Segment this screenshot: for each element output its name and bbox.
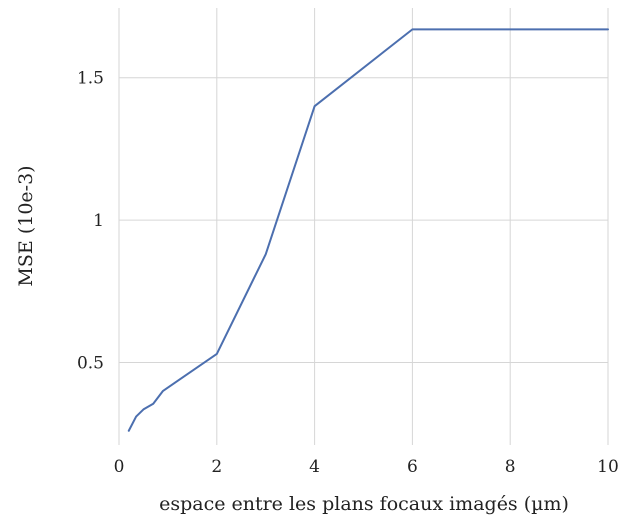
series-layer — [127, 28, 609, 432]
y-tick-label: 1.5 — [77, 69, 104, 89]
x-tick-label: 6 — [407, 457, 418, 477]
data-series-line — [127, 28, 609, 432]
y-gridlines — [119, 77, 608, 363]
y-tick-label: 0.5 — [77, 353, 104, 373]
x-axis-title: espace entre les plans focaux imagés (µm… — [159, 493, 569, 515]
y-tick-label: 1 — [93, 211, 104, 231]
y-tick-labels: 0.5 1 1.5 — [77, 69, 104, 374]
x-tick-labels: 0 2 4 6 8 10 — [114, 457, 619, 477]
x-tick-label: 0 — [114, 457, 125, 477]
x-tick-label: 4 — [309, 457, 320, 477]
y-axis-title: MSE (10e-3) — [15, 165, 37, 286]
x-tick-label: 10 — [597, 457, 619, 477]
x-tick-label: 2 — [211, 457, 222, 477]
x-gridlines — [118, 8, 609, 445]
x-tick-label: 8 — [505, 457, 516, 477]
